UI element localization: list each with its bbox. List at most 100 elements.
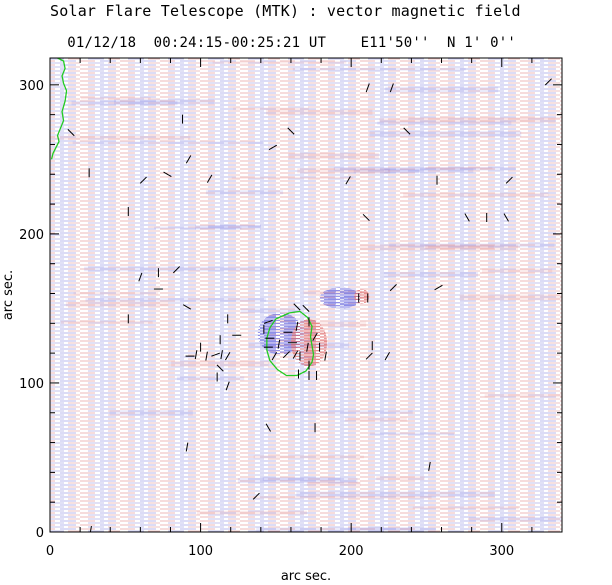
vector-segment: [206, 174, 213, 183]
vector-segment: [211, 352, 221, 357]
vector-segment: [312, 332, 318, 341]
polarity-bands: [50, 61, 562, 532]
texture-band: [109, 410, 193, 416]
texture-band: [253, 455, 365, 459]
plot-area: [50, 58, 562, 532]
texture-band: [403, 192, 549, 197]
texture-band: [385, 86, 499, 93]
texture-band: [212, 61, 347, 64]
contour-spot: [266, 310, 315, 377]
vector-segment: [220, 350, 223, 360]
texture-band: [288, 410, 413, 414]
texture-band: [468, 517, 562, 522]
negative-patch-upper: [319, 287, 362, 309]
texture-band: [208, 224, 261, 228]
texture-band: [297, 168, 391, 174]
texture-band: [369, 432, 455, 436]
texture-band: [205, 190, 284, 195]
texture-band: [408, 117, 562, 120]
vector-segment: [282, 351, 290, 359]
texture-band: [383, 271, 479, 277]
texture-band: [481, 268, 553, 273]
vector-segment: [216, 364, 224, 372]
vector-segment: [428, 461, 431, 471]
vector-segment: [271, 351, 278, 361]
vector-segment: [293, 303, 301, 311]
vector-segment: [205, 351, 208, 361]
vector-segment: [263, 319, 273, 324]
y-axis-label: arc sec.: [1, 270, 16, 320]
vector-segment: [384, 351, 391, 361]
texture-band: [65, 301, 169, 307]
x-tick-label: 300: [489, 544, 514, 559]
vector-segment: [172, 266, 181, 274]
vector-segment: [306, 342, 309, 352]
vector-segment: [268, 144, 278, 151]
observation-time-range: 00:24:15-00:25:21 UT: [153, 35, 327, 51]
position-east-west: E11'50'': [360, 35, 430, 51]
vector-segment: [252, 492, 260, 500]
texture-band: [360, 244, 518, 251]
observation-date: 01/12/18: [67, 35, 137, 51]
texture-band: [73, 292, 159, 295]
texture-band: [369, 131, 522, 137]
vector-segment: [194, 350, 198, 360]
vector-segment: [292, 350, 299, 359]
texture-band: [195, 225, 261, 230]
chart-title: Solar Flare Telescope (MTK) : vector mag…: [50, 2, 521, 20]
contour-edge: [50, 58, 68, 160]
chart-subtitle: 01/12/18 00:24:15-00:25:21 UT E11'50'' N…: [50, 19, 516, 51]
texture-band: [425, 245, 494, 250]
texture-band: [233, 107, 309, 110]
texture-band: [262, 477, 341, 481]
texture-band: [240, 308, 300, 313]
vector-segment: [287, 127, 295, 135]
vector-segment: [362, 213, 370, 222]
axis-ticks: [49, 58, 563, 533]
vector-segment: [182, 304, 192, 310]
vector-field: [67, 78, 552, 532]
texture-band: [71, 100, 178, 106]
vector-segment: [345, 176, 351, 185]
y-tick-label: 100: [19, 377, 44, 392]
vector-segment: [265, 423, 272, 432]
y-tick-label: 0: [36, 526, 44, 541]
texture-band: [84, 266, 280, 272]
vector-segment: [365, 352, 373, 360]
vector-segment: [185, 155, 192, 164]
texture-band: [253, 496, 432, 499]
vector-segment: [89, 525, 92, 532]
vector-segment: [365, 83, 370, 93]
texture-band: [377, 121, 512, 125]
texture-band: [50, 136, 191, 140]
texture-band: [60, 320, 153, 324]
vector-segment: [464, 213, 470, 222]
vector-segment: [324, 351, 327, 361]
vector-segment: [225, 351, 231, 361]
texture-band: [425, 166, 493, 170]
texture-band: [231, 176, 354, 179]
x-tick-label: 200: [339, 544, 364, 559]
vector-segment: [503, 213, 509, 222]
texture-band: [113, 99, 215, 105]
vector-segment: [225, 381, 230, 391]
texture-band: [306, 481, 361, 486]
texture-band: [296, 491, 495, 497]
y-tick-label: 300: [19, 79, 44, 94]
texture-band: [196, 510, 307, 515]
x-tick-label: 100: [188, 544, 213, 559]
background-field-texture: [50, 58, 562, 532]
texture-band: [288, 152, 379, 159]
texture-band: [292, 67, 466, 71]
texture-band: [389, 243, 555, 248]
texture-band: [176, 376, 245, 381]
texture-band: [484, 394, 562, 398]
texture-band: [345, 417, 407, 422]
vector-segment: [389, 284, 397, 292]
texture-band: [376, 476, 425, 481]
positive-patch-small: [354, 289, 370, 304]
texture-band: [154, 226, 242, 230]
vector-segment: [163, 171, 172, 177]
texture-band: [379, 118, 556, 123]
